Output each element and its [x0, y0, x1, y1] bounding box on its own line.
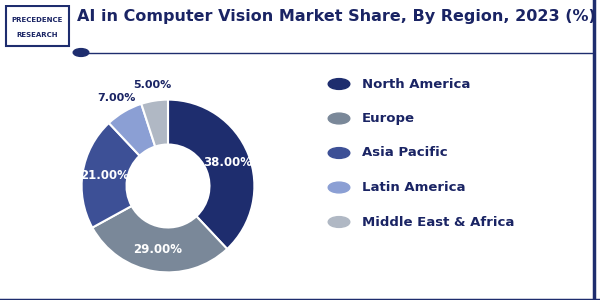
Wedge shape: [109, 104, 155, 156]
Text: AI in Computer Vision Market Share, By Region, 2023 (%): AI in Computer Vision Market Share, By R…: [77, 9, 595, 24]
Text: 7.00%: 7.00%: [97, 93, 135, 103]
Text: PRECEDENCE: PRECEDENCE: [12, 17, 63, 23]
Text: North America: North America: [362, 77, 470, 91]
Text: RESEARCH: RESEARCH: [17, 32, 58, 38]
Text: 21.00%: 21.00%: [80, 169, 129, 182]
FancyBboxPatch shape: [6, 6, 69, 46]
Text: 5.00%: 5.00%: [133, 80, 171, 90]
Wedge shape: [82, 123, 140, 228]
Text: Asia Pacific: Asia Pacific: [362, 146, 448, 160]
Text: Europe: Europe: [362, 112, 415, 125]
Text: Latin America: Latin America: [362, 181, 466, 194]
Text: 38.00%: 38.00%: [203, 156, 252, 169]
Wedge shape: [168, 100, 254, 249]
Text: 29.00%: 29.00%: [133, 243, 182, 256]
Wedge shape: [142, 100, 168, 147]
Wedge shape: [92, 206, 227, 272]
Text: Middle East & Africa: Middle East & Africa: [362, 215, 514, 229]
